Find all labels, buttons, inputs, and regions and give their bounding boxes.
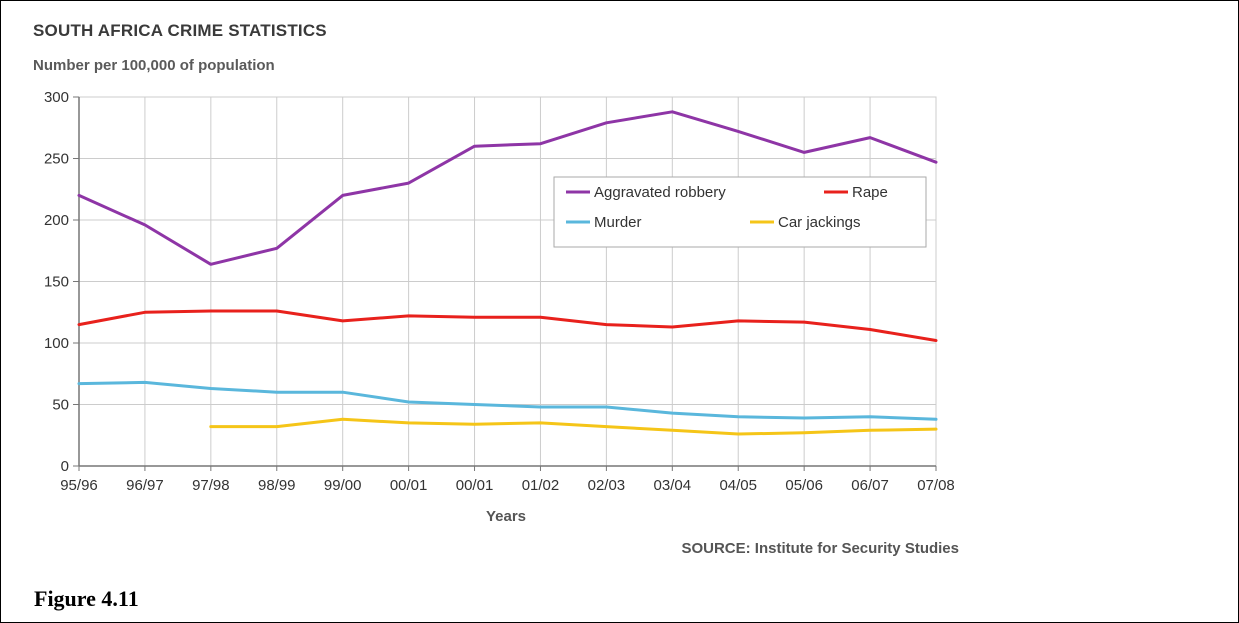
y-tick-label: 50 [52,397,69,414]
data-point-murder [473,403,476,406]
y-tick-label: 300 [44,89,69,106]
y-tick-label: 200 [44,212,69,229]
legend-label-murder: Murder [594,214,642,231]
x-tick-label: 01/02 [522,477,560,494]
legend-box [553,176,927,248]
series-line-aggravated-robbery [77,110,938,266]
data-point-rape [868,328,872,331]
data-point-rape [539,315,542,319]
data-point-rape [802,320,806,324]
data-point-murder [143,381,147,384]
series-line-murder [77,380,938,421]
data-point-rape [671,325,674,329]
data-point-aggravated-robbery [341,194,344,197]
data-point-aggravated-robbery [473,145,476,148]
data-point-murder [539,405,542,409]
data-point-rape [407,314,410,318]
data-point-aggravated-robbery [407,181,410,185]
y-tick-label: 100 [44,335,69,352]
data-point-car-jackings [934,427,938,431]
series-line-rape [77,309,938,342]
data-point-car-jackings [671,429,674,432]
figure-caption: Figure 4.11 [34,586,139,611]
data-point-aggravated-robbery [605,121,608,125]
series-line-car-jackings [209,417,938,436]
data-point-aggravated-robbery [209,263,213,266]
y-tick-label: 150 [44,274,69,291]
data-point-murder [407,400,410,404]
data-point-car-jackings [802,431,806,434]
data-point-murder [802,416,806,420]
chart-title: SOUTH AFRICA CRIME STATISTICS [33,21,327,40]
data-point-aggravated-robbery [737,130,740,133]
data-point-murder [605,405,608,409]
data-point-aggravated-robbery [275,247,278,250]
x-tick-label: 98/99 [258,477,296,494]
data-point-car-jackings [275,425,278,428]
x-tick-label: 06/07 [851,477,889,494]
series-layer [77,110,938,436]
data-point-rape [77,323,81,326]
line-chart: 95/96 96/97 97/98 98/99 99/00 00/01 00/01 01/02… [44,89,955,494]
x-axis-label: Years [485,508,527,525]
data-point-murder [934,418,938,421]
data-point-car-jackings [737,432,740,436]
data-point-murder [671,411,674,415]
data-point-murder [275,391,278,394]
data-point-aggravated-robbery [143,223,147,227]
chart-subtitle: Number per 100,000 of population [33,57,275,74]
y-tick-label: 0 [61,458,69,475]
x-tick-label: 04/05 [719,477,757,494]
y-tick-label: 250 [44,151,69,168]
x-tick-label: 00/01 [456,477,494,494]
data-point-murder [737,415,740,418]
data-point-aggravated-robbery [868,136,872,139]
x-tick-label: 97/98 [192,477,230,494]
x-tick-label: 99/00 [324,477,362,494]
x-tick-label: 95/96 [60,477,98,494]
legend-label-rape: Rape [852,184,888,201]
data-point-murder [209,387,213,390]
data-point-car-jackings [407,421,410,425]
x-tick-label: 03/04 [654,477,692,494]
x-tick-label: 05/06 [785,477,823,494]
legend-label-car-jackings: Car jackings [778,214,861,231]
legend-label-aggravated-robbery: Aggravated robbery [594,184,726,201]
data-point-car-jackings [605,425,608,428]
data-point-rape [275,309,278,313]
data-point-aggravated-robbery [671,110,674,113]
data-point-murder [77,382,81,385]
data-point-aggravated-robbery [802,151,806,154]
x-tick-label: 07/08 [917,477,955,494]
data-point-aggravated-robbery [539,142,542,145]
x-tick-label: 00/01 [390,477,428,494]
axis-layer: 95/96 96/97 97/98 98/99 99/00 00/01 00/01 01/02… [44,89,955,494]
legend: Aggravated robbery Rape Murder Car jackings [553,176,927,248]
data-point-rape [737,319,740,323]
data-point-car-jackings [868,429,872,432]
data-point-rape [605,323,608,326]
x-tick-label: 96/97 [126,477,164,494]
data-point-murder [868,415,872,418]
data-point-car-jackings [209,425,213,428]
source-note: SOURCE: Institute for Security Studies [681,540,959,557]
data-point-car-jackings [473,422,476,426]
data-point-rape [934,339,938,342]
data-point-rape [473,315,476,319]
data-point-car-jackings [341,418,344,421]
data-point-aggravated-robbery [77,194,81,197]
data-point-car-jackings [539,421,542,425]
data-point-murder [341,391,344,394]
x-tick-label: 02/03 [588,477,626,494]
data-point-aggravated-robbery [934,160,938,164]
data-point-rape [209,309,213,313]
data-point-rape [143,311,147,314]
data-point-rape [341,319,344,323]
